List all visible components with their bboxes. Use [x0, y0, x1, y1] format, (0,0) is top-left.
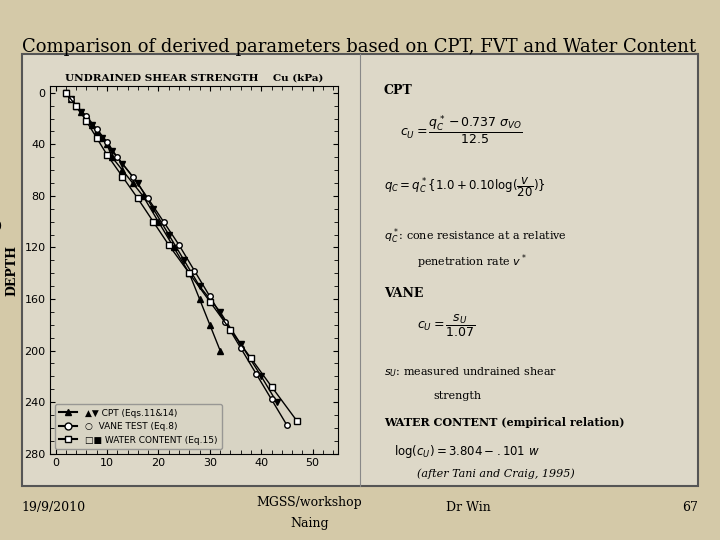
Text: $s_U$: measured undrained shear: $s_U$: measured undrained shear	[384, 365, 557, 379]
Text: Comparison of derived parameters based on CPT, FVT and Water Content: Comparison of derived parameters based o…	[22, 38, 696, 56]
Text: $q_C^*$: cone resistance at a relative: $q_C^*$: cone resistance at a relative	[384, 227, 567, 246]
Title: UNDRAINED SHEAR STRENGTH    Cu (kPa): UNDRAINED SHEAR STRENGTH Cu (kPa)	[66, 74, 323, 83]
Text: penetration rate $v^*$: penetration rate $v^*$	[417, 253, 527, 271]
Text: $c_U=\dfrac{q_C^*-0.737\ \sigma_{VO}}{12.5}$: $c_U=\dfrac{q_C^*-0.737\ \sigma_{VO}}{12…	[400, 114, 523, 147]
Text: $c_U=\dfrac{s_U}{1.07}$: $c_U=\dfrac{s_U}{1.07}$	[417, 313, 476, 339]
Text: (after Tani and Craig, 1995): (after Tani and Craig, 1995)	[417, 469, 575, 480]
Text: MGSS/workshop: MGSS/workshop	[257, 496, 362, 509]
Text: 67: 67	[683, 501, 698, 514]
Text: strength: strength	[433, 391, 482, 401]
Text: WATER CONTENT (empirical relation): WATER CONTENT (empirical relation)	[384, 417, 624, 428]
Text: $q_C=q_C^*\{1.0+0.10\log(\dfrac{v}{20})\}$: $q_C=q_C^*\{1.0+0.10\log(\dfrac{v}{20})\…	[384, 175, 546, 199]
Legend: ▲▼ CPT (Eqs.11&14), ○  VANE TEST (Eq.8), □■ WATER CONTENT (Eq.15): ▲▼ CPT (Eqs.11&14), ○ VANE TEST (Eq.8), …	[55, 404, 222, 449]
Y-axis label: DEPTH: DEPTH	[6, 245, 19, 295]
Text: $\log(c_U)=3.804-.101\ w$: $\log(c_U)=3.804-.101\ w$	[394, 443, 539, 460]
Text: Dr Win: Dr Win	[446, 501, 490, 514]
FancyBboxPatch shape	[22, 54, 698, 486]
Text: CPT: CPT	[384, 84, 413, 97]
Text: (mm): (mm)	[0, 221, 2, 231]
Text: Naing: Naing	[290, 517, 329, 530]
Text: VANE: VANE	[384, 287, 423, 300]
Text: 19/9/2010: 19/9/2010	[22, 501, 86, 514]
